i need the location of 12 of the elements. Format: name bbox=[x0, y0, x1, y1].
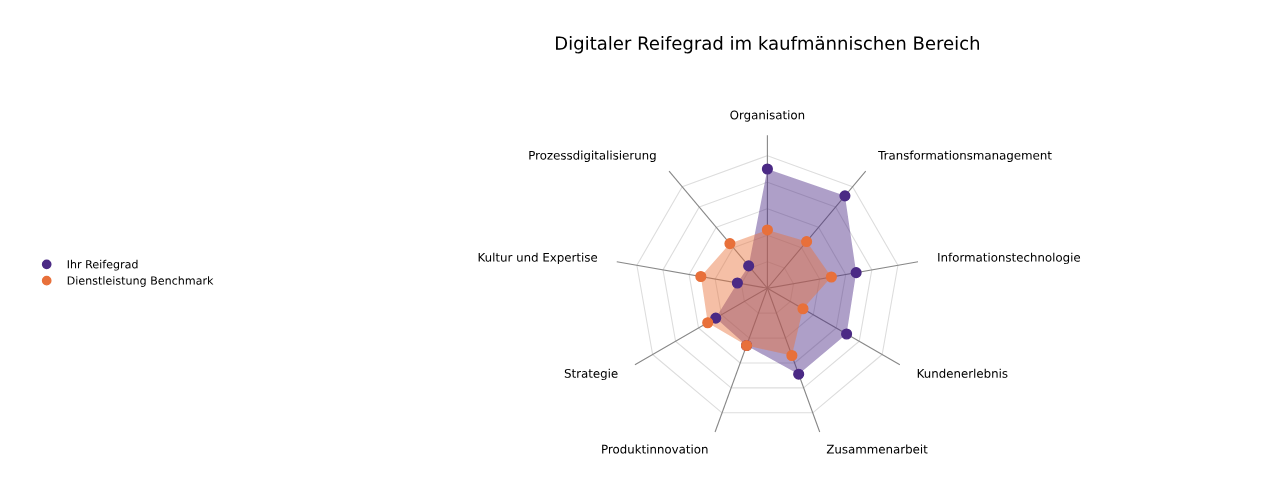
spoke-label: Zusammenarbeit bbox=[826, 444, 928, 454]
spoke-label: Transformationsmanagement bbox=[878, 150, 1052, 162]
spoke-label: Produktinnovation bbox=[602, 444, 708, 454]
spoke-label: Organisation bbox=[730, 110, 805, 122]
chart-title: Digitaler Reifegrad im kaufmännischen Bereich bbox=[556, 35, 980, 54]
spoke-label: Prozessdigitalisierung bbox=[529, 150, 656, 162]
legend-label: Dienstleistung Benchmark bbox=[67, 276, 214, 287]
spoke-label: Kultur und Expertise bbox=[478, 252, 598, 265]
legend-label: Ihr Reifegrad bbox=[67, 259, 138, 271]
spoke-label: Strategie bbox=[564, 368, 618, 381]
spoke-label: Informationstechnologie bbox=[938, 252, 1081, 265]
spoke-label: Kundenerlebnis bbox=[917, 368, 1008, 378]
